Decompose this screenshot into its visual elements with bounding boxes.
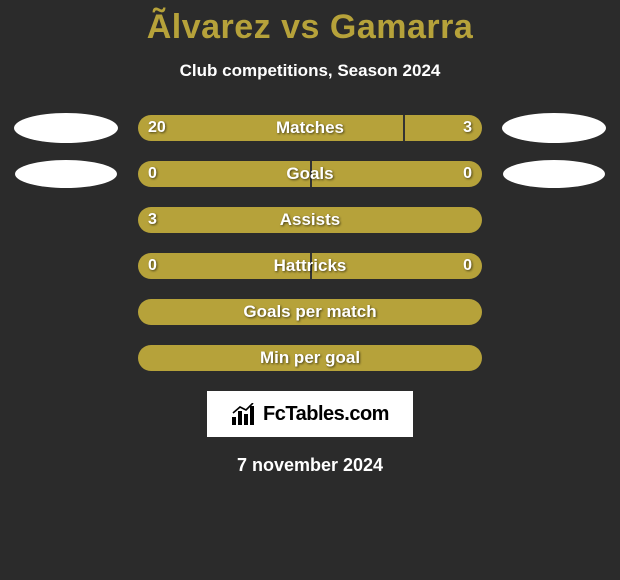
stat-bar-left: 0 xyxy=(138,161,310,187)
stat-bar-left xyxy=(138,345,482,371)
avatar-left xyxy=(15,160,117,188)
comparison-infographic: Ãlvarez vs Gamarra Club competitions, Se… xyxy=(0,0,620,476)
stat-bar: 203Matches xyxy=(138,115,482,141)
stat-bar-left: 20 xyxy=(138,115,403,141)
stat-value-left: 3 xyxy=(138,211,167,229)
stat-bar-left: 0 xyxy=(138,253,310,279)
stat-value-right: 3 xyxy=(453,119,482,137)
stat-value-left: 0 xyxy=(138,165,167,183)
stat-value-left: 0 xyxy=(138,257,167,275)
stat-value-right: 0 xyxy=(453,165,482,183)
stat-row: 203Matches xyxy=(0,115,620,141)
stat-row: 00Hattricks xyxy=(0,253,620,279)
avatar-right xyxy=(502,113,606,143)
logo-box: FcTables.com xyxy=(207,391,413,437)
stat-bar-right: 0 xyxy=(310,253,482,279)
subtitle: Club competitions, Season 2024 xyxy=(0,61,620,81)
bars-icon xyxy=(231,403,257,425)
stat-bar-left: 3 xyxy=(138,207,482,233)
page-title: Ãlvarez vs Gamarra xyxy=(0,8,620,47)
stat-bar-right: 3 xyxy=(403,115,482,141)
avatar-left xyxy=(14,113,118,143)
stat-row: 00Goals xyxy=(0,161,620,187)
stat-row: Goals per match xyxy=(0,299,620,325)
stat-bar: Min per goal xyxy=(138,345,482,371)
date-text: 7 november 2024 xyxy=(0,455,620,476)
stat-bar: 3Assists xyxy=(138,207,482,233)
stat-bar: Goals per match xyxy=(138,299,482,325)
stat-row: 3Assists xyxy=(0,207,620,233)
stat-value-right: 0 xyxy=(453,257,482,275)
stat-bar-right: 0 xyxy=(310,161,482,187)
stat-value-left: 20 xyxy=(138,119,176,137)
stat-row: Min per goal xyxy=(0,345,620,371)
stat-bar: 00Hattricks xyxy=(138,253,482,279)
stat-bar: 00Goals xyxy=(138,161,482,187)
logo-text: FcTables.com xyxy=(263,403,389,426)
stat-bar-left xyxy=(138,299,482,325)
stat-rows: 203Matches00Goals3Assists00HattricksGoal… xyxy=(0,115,620,371)
avatar-right xyxy=(503,160,605,188)
